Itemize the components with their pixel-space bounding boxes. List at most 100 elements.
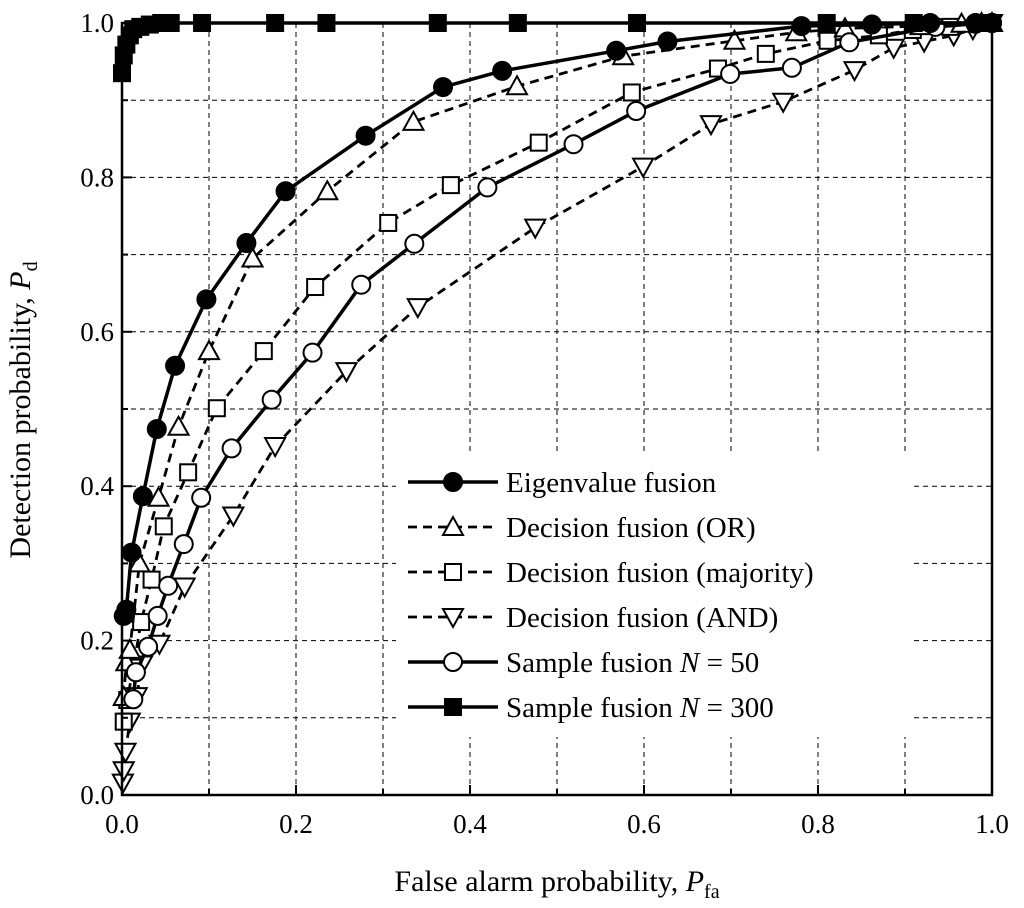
data-point-majority <box>306 278 325 297</box>
legend-entry-n300: Sample fusion N = 300 <box>408 692 774 724</box>
data-point-and <box>113 742 138 764</box>
data-point-eigenvalue <box>146 419 167 440</box>
data-point-and <box>699 115 723 137</box>
data-point-majority <box>114 712 133 731</box>
data-point-or <box>401 109 426 131</box>
data-point-majority <box>441 176 460 195</box>
x-tick-label: 0.4 <box>453 809 487 839</box>
data-point-or <box>146 485 171 507</box>
data-point-majority <box>622 83 641 102</box>
y-axis-title-var: P <box>4 271 37 290</box>
data-point-majority <box>142 570 161 589</box>
data-point-eigenvalue <box>165 355 186 376</box>
data-point-n50 <box>839 32 860 53</box>
legend-marker <box>441 514 465 536</box>
data-point-or <box>505 74 529 96</box>
data-point-n50 <box>138 636 159 657</box>
legend-marker <box>444 563 462 581</box>
data-point-and <box>523 218 547 240</box>
data-point-and <box>112 761 136 783</box>
data-point-and <box>263 437 287 459</box>
legend-marker <box>441 608 465 630</box>
data-point-or <box>118 637 142 659</box>
series-line-and <box>121 21 993 783</box>
data-point-majority <box>818 31 837 50</box>
data-point-n50 <box>221 438 242 459</box>
data-point-majority <box>154 517 173 536</box>
legend-entry-and: Decision fusion (AND) <box>408 602 778 634</box>
data-point-eigenvalue <box>492 60 513 81</box>
data-point-n50 <box>158 575 179 596</box>
data-point-and <box>771 92 795 114</box>
x-tick-label: 0.0 <box>105 809 139 839</box>
y-axis-title-sub: d <box>20 261 42 271</box>
legend-entry-or: Decision fusion (OR) <box>408 512 756 544</box>
data-point-eigenvalue <box>116 599 137 620</box>
legend-background <box>396 455 912 737</box>
data-point-and <box>842 61 867 83</box>
data-point-and <box>221 506 246 528</box>
y-tick-label: 0.8 <box>80 162 114 192</box>
legend-label: Sample fusion N = 300 <box>506 692 774 724</box>
data-point-majority <box>207 399 226 418</box>
data-point-majority <box>529 133 548 152</box>
x-axis-title-var: P <box>685 865 704 898</box>
legend-label: Decision fusion (OR) <box>506 512 756 544</box>
data-point-n50 <box>626 101 647 122</box>
legend-entry-n50: Sample fusion N = 50 <box>408 647 759 679</box>
data-point-majority <box>756 44 775 63</box>
data-point-n50 <box>302 342 323 363</box>
legend-marker <box>443 652 463 672</box>
y-axis-title: Detection probability, Pd <box>4 261 42 558</box>
x-axis-title-text: False alarm probability, <box>394 865 685 898</box>
y-tick-label: 1.0 <box>80 8 114 38</box>
data-point-n50 <box>351 274 372 295</box>
data-point-n50 <box>123 689 144 710</box>
data-point-or <box>315 179 340 201</box>
legend-label: Eigenvalue fusion <box>506 467 717 499</box>
legend-label: Sample fusion N = 50 <box>506 647 759 679</box>
data-point-or <box>240 246 265 268</box>
data-point-eigenvalue <box>791 16 812 37</box>
legend-marker <box>443 472 463 492</box>
data-point-majority <box>254 342 273 361</box>
data-point-eigenvalue <box>236 233 257 254</box>
data-point-eigenvalue <box>355 125 376 146</box>
data-point-n50 <box>261 389 282 410</box>
y-axis-title-text: Detection probability, <box>4 290 37 559</box>
data-point-eigenvalue <box>657 31 678 52</box>
x-tick-label: 1.0 <box>975 809 1009 839</box>
y-tick-label: 0.2 <box>80 626 114 656</box>
data-point-majority <box>179 463 198 482</box>
data-point-n50 <box>477 177 498 198</box>
data-point-eigenvalue <box>132 486 153 507</box>
legend-entry-majority: Decision fusion (majority) <box>408 557 814 589</box>
legend-label: Decision fusion (majority) <box>506 557 814 589</box>
data-point-n50 <box>191 487 212 508</box>
series-layer <box>111 10 1004 795</box>
x-axis-title-sub: fa <box>704 881 720 903</box>
legend-label: Decision fusion (AND) <box>506 602 778 634</box>
data-point-eigenvalue <box>606 40 627 61</box>
axis-ticks: 0.0 0.2 0.4 0.6 0.8 1.0 0.0 0.2 0.4 0.6 0.8 1.0 <box>80 8 1009 839</box>
data-point-and <box>406 298 430 320</box>
data-point-or <box>197 339 221 361</box>
data-point-n50 <box>173 534 194 555</box>
x-axis-title: False alarm probability, Pfa <box>394 865 719 903</box>
data-point-majority <box>132 613 151 632</box>
data-point-and <box>631 157 655 179</box>
data-point-and <box>172 577 197 599</box>
data-point-n50 <box>404 233 425 254</box>
data-point-eigenvalue <box>275 181 296 202</box>
y-tick-label: 0.0 <box>80 780 114 810</box>
data-point-n50 <box>563 134 584 155</box>
y-tick-label: 0.6 <box>80 317 114 347</box>
x-tick-label: 0.8 <box>801 809 835 839</box>
data-point-majority <box>379 213 398 232</box>
data-point-and <box>334 362 359 384</box>
legend-entry-eigenvalue: Eigenvalue fusion <box>408 467 717 499</box>
y-tick-label: 0.4 <box>80 471 114 501</box>
data-point-eigenvalue <box>121 542 142 563</box>
